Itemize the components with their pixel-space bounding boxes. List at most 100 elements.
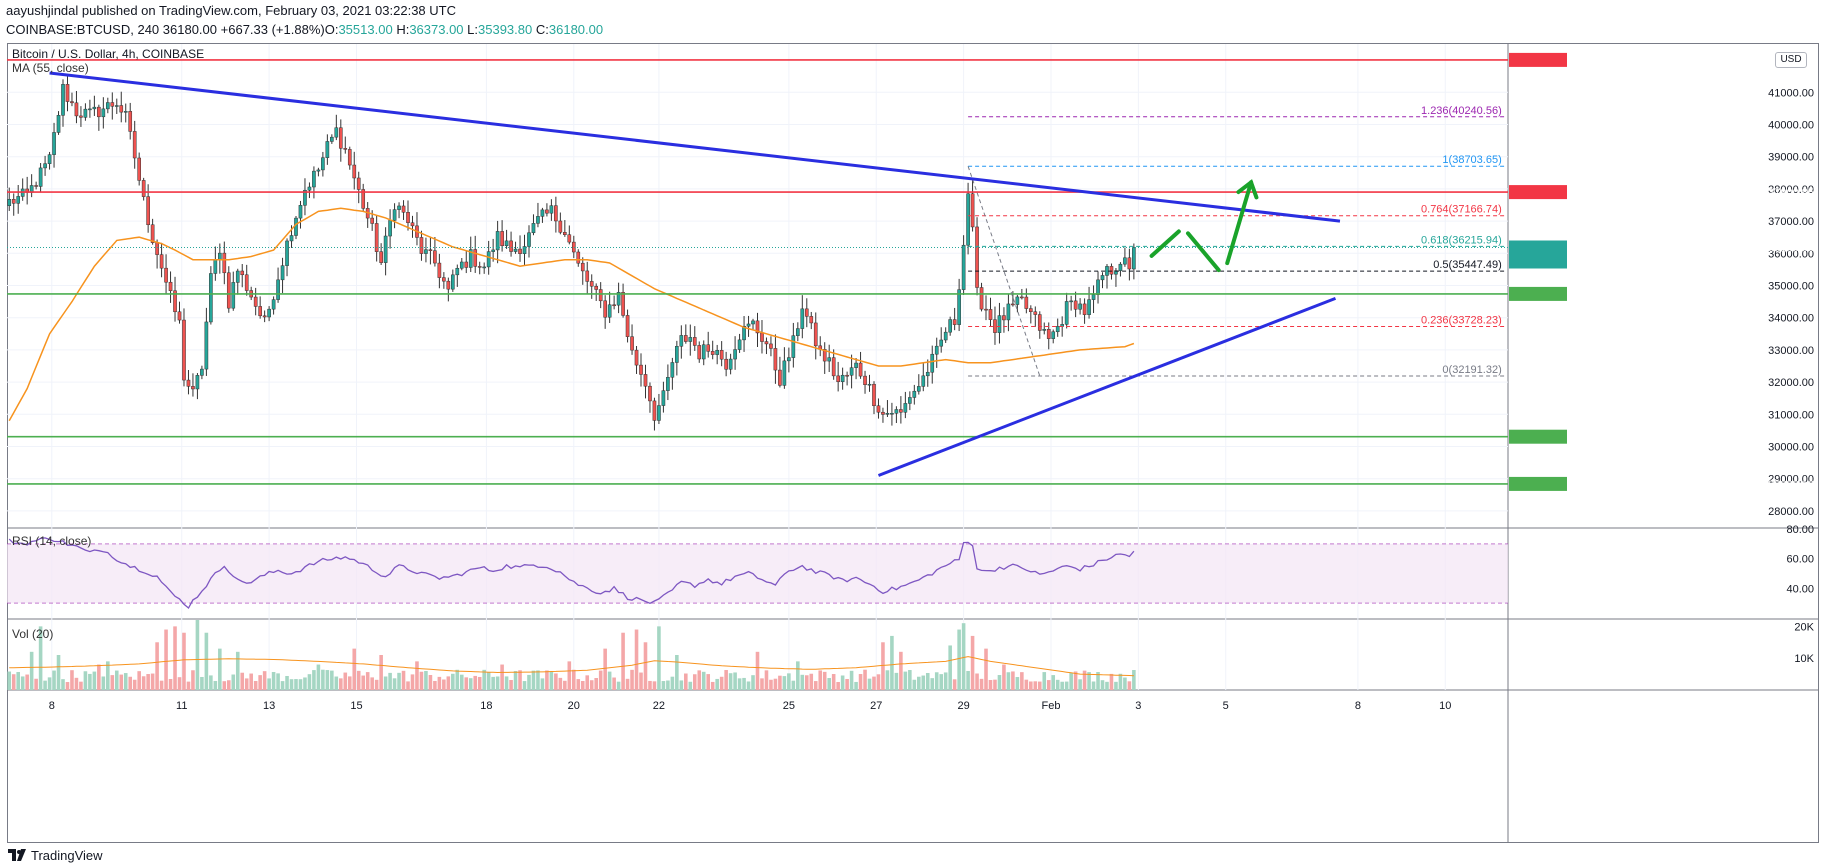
volume-bar — [939, 674, 943, 690]
candle — [903, 403, 908, 413]
tradingview-logo[interactable]: TradingView — [8, 844, 103, 866]
volume-bar — [339, 678, 343, 690]
volume-bar — [782, 676, 787, 690]
candle — [746, 323, 751, 327]
volume-bar — [356, 670, 361, 690]
volume-bar — [675, 655, 679, 690]
volume-bar — [867, 678, 872, 690]
volume-bar — [168, 678, 173, 690]
y-tick-label: 38000.00 — [1768, 184, 1814, 196]
candle — [988, 309, 993, 320]
candle — [751, 320, 755, 325]
candle — [222, 252, 227, 274]
candle — [1024, 296, 1029, 309]
volume-bar — [218, 648, 222, 690]
candle — [424, 249, 428, 254]
chart-frame[interactable] — [7, 43, 1819, 843]
volume-bar — [934, 672, 939, 690]
volume-bar — [155, 642, 159, 690]
candle — [531, 223, 536, 234]
volume-bar — [760, 678, 764, 690]
volume-bar — [1114, 681, 1118, 690]
level-price-label: 28838.16 — [1768, 479, 1814, 491]
last-price-box — [1509, 240, 1567, 269]
volume-bar — [643, 642, 648, 690]
volume-bar — [876, 674, 881, 690]
fib-level-label: 0.5(35447.49) — [1433, 259, 1502, 271]
symbol-label[interactable]: COINBASE:BTCUSD, 240 — [6, 22, 160, 37]
candle — [334, 127, 339, 138]
candle — [132, 131, 137, 159]
candles-group — [7, 76, 1136, 431]
candle — [168, 281, 173, 292]
candle — [675, 346, 679, 363]
candle — [226, 272, 231, 309]
y-tick-label: 31000.00 — [1768, 409, 1814, 421]
candle — [285, 240, 289, 266]
volume-bar — [845, 678, 849, 690]
volume-bar — [38, 626, 43, 690]
volume-bar — [410, 674, 415, 690]
candle — [1105, 266, 1109, 276]
volume-bar — [567, 661, 572, 690]
volume-bar — [813, 681, 818, 690]
candle — [74, 102, 79, 117]
volume-bar — [428, 675, 433, 690]
volume-bar — [1011, 671, 1015, 690]
currency-badge[interactable]: USD — [1775, 52, 1807, 68]
candle — [733, 349, 737, 360]
candle — [778, 369, 782, 386]
candle — [204, 321, 209, 370]
candle — [899, 409, 903, 413]
volume-bar — [791, 680, 796, 690]
x-tick-label: 8 — [1355, 700, 1361, 712]
candle — [639, 364, 643, 375]
volume-bar — [1024, 679, 1029, 690]
y-tick-label: 36000.00 — [1768, 248, 1814, 260]
volume-bar — [347, 676, 352, 690]
volume-bar — [482, 669, 486, 690]
volume-bar — [625, 678, 630, 690]
volume-tick-label: 10K — [1794, 653, 1814, 665]
volume-ma-line — [9, 656, 1134, 677]
publish-info: aayushjindal published on TradingView.co… — [6, 3, 456, 18]
candle — [822, 349, 827, 362]
volume-bar — [652, 681, 657, 690]
volume-bars — [7, 620, 1136, 690]
candle — [1132, 247, 1136, 270]
candle — [500, 231, 504, 247]
tradingview-logo-text: TradingView — [31, 847, 103, 863]
candle — [576, 251, 581, 264]
candle — [1051, 331, 1056, 339]
volume-bar — [271, 672, 276, 690]
candle — [813, 322, 818, 347]
candle — [867, 383, 872, 386]
volume-bar — [621, 632, 625, 690]
candle — [890, 412, 894, 415]
rsi-tick-label: 40.00 — [1786, 583, 1814, 595]
candle — [110, 102, 115, 107]
volume-bar — [11, 674, 16, 690]
candle — [701, 344, 706, 360]
x-tick-label: 22 — [653, 700, 665, 712]
volume-bar — [7, 671, 12, 690]
volume-bar — [47, 677, 52, 690]
volume-bar — [473, 675, 478, 690]
volume-bar — [343, 672, 348, 690]
volume-bar — [186, 681, 191, 690]
volume-bar — [433, 680, 437, 690]
x-tick-label: 5 — [1223, 700, 1229, 712]
volume-bar — [123, 673, 128, 690]
candle — [294, 217, 298, 236]
candle — [491, 249, 495, 252]
volume-bar — [128, 676, 133, 690]
volume-bar — [424, 671, 428, 690]
candle — [486, 251, 491, 268]
candle — [182, 319, 186, 381]
volume-bar — [872, 676, 876, 690]
candle — [146, 196, 150, 226]
candle — [589, 281, 594, 287]
volume-bar — [1015, 677, 1020, 690]
symbol-ohlc-line: COINBASE:BTCUSD, 240 36180.00 +667.33 (+… — [6, 22, 603, 37]
